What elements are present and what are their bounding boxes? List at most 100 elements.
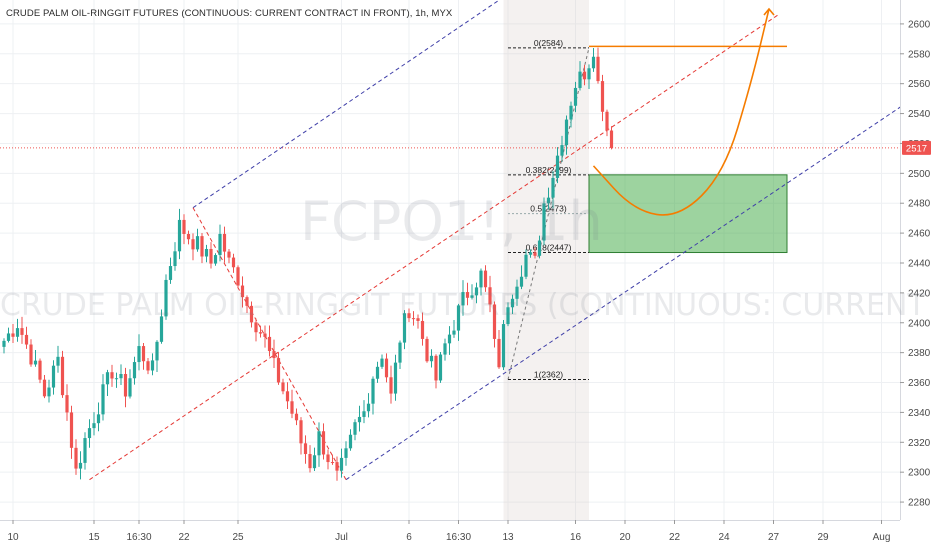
candle[interactable] bbox=[479, 268, 483, 296]
candle[interactable] bbox=[299, 417, 303, 455]
candle[interactable] bbox=[231, 253, 236, 273]
candle[interactable] bbox=[573, 81, 578, 113]
candle[interactable] bbox=[578, 61, 582, 91]
target-zone-box[interactable] bbox=[588, 174, 788, 254]
candle[interactable] bbox=[200, 232, 204, 264]
candle[interactable] bbox=[609, 126, 614, 150]
candle[interactable] bbox=[353, 419, 357, 441]
candle[interactable] bbox=[569, 101, 573, 128]
candle[interactable] bbox=[146, 357, 150, 375]
candle[interactable] bbox=[587, 64, 591, 89]
candle[interactable] bbox=[11, 324, 15, 343]
candle[interactable] bbox=[564, 115, 569, 155]
candle[interactable] bbox=[272, 339, 276, 368]
price-axis[interactable]: 2280 2300 2320 2340 2360 2380 2400 2420 2440 2460… bbox=[900, 19, 931, 509]
candle[interactable] bbox=[258, 325, 263, 338]
candle[interactable] bbox=[191, 233, 195, 261]
candle[interactable] bbox=[114, 372, 119, 388]
candle[interactable] bbox=[177, 208, 182, 260]
candle[interactable] bbox=[326, 449, 330, 470]
candle[interactable] bbox=[263, 325, 267, 348]
candle[interactable] bbox=[528, 249, 533, 258]
candle[interactable] bbox=[596, 47, 600, 84]
candle[interactable] bbox=[497, 330, 501, 369]
candle[interactable] bbox=[389, 365, 393, 404]
candle[interactable] bbox=[407, 308, 411, 323]
candle[interactable] bbox=[371, 376, 375, 415]
candle[interactable] bbox=[591, 48, 596, 72]
candle[interactable] bbox=[465, 282, 470, 306]
candle[interactable] bbox=[285, 382, 290, 409]
candle[interactable] bbox=[510, 294, 515, 314]
candle[interactable] bbox=[65, 384, 69, 421]
candle[interactable] bbox=[434, 354, 438, 389]
candle[interactable] bbox=[105, 369, 110, 396]
candle[interactable] bbox=[542, 197, 546, 246]
candle[interactable] bbox=[281, 378, 285, 395]
candle[interactable] bbox=[2, 338, 6, 354]
candle[interactable] bbox=[546, 187, 551, 210]
candle[interactable] bbox=[384, 353, 389, 383]
candle[interactable] bbox=[141, 342, 146, 370]
candle[interactable] bbox=[6, 327, 11, 343]
candle[interactable] bbox=[362, 400, 366, 424]
candle[interactable] bbox=[128, 369, 132, 399]
time-axis[interactable]: 10 15 16:30 22 25 Jul 6 16:30 13 16 20 22 24 27 29 Aug bbox=[7, 520, 890, 543]
candle[interactable] bbox=[83, 432, 87, 470]
candle[interactable] bbox=[240, 276, 245, 308]
candle[interactable] bbox=[74, 439, 78, 475]
candle[interactable] bbox=[110, 364, 114, 387]
candle[interactable] bbox=[380, 354, 384, 369]
candle[interactable] bbox=[182, 214, 186, 245]
candle[interactable] bbox=[227, 249, 231, 264]
candle[interactable] bbox=[168, 257, 173, 284]
candle[interactable] bbox=[276, 352, 281, 385]
candle[interactable] bbox=[186, 230, 191, 245]
candle[interactable] bbox=[24, 326, 29, 349]
candle[interactable] bbox=[506, 302, 510, 327]
candle[interactable] bbox=[411, 311, 416, 326]
candle[interactable] bbox=[393, 354, 398, 401]
candle[interactable] bbox=[317, 422, 321, 467]
candle[interactable] bbox=[155, 340, 159, 372]
candle[interactable] bbox=[582, 64, 587, 86]
candle[interactable] bbox=[209, 242, 213, 269]
candle[interactable] bbox=[537, 235, 542, 259]
candle[interactable] bbox=[132, 356, 137, 385]
candle[interactable] bbox=[605, 109, 609, 137]
candle[interactable] bbox=[254, 318, 258, 342]
candle[interactable] bbox=[51, 360, 56, 395]
candle[interactable] bbox=[443, 338, 447, 361]
candle[interactable] bbox=[267, 325, 272, 357]
candle[interactable] bbox=[348, 429, 353, 451]
candle[interactable] bbox=[398, 340, 402, 369]
channel-upper-line[interactable] bbox=[192, 0, 724, 209]
candle[interactable] bbox=[42, 374, 47, 399]
candle[interactable] bbox=[195, 228, 200, 252]
candle[interactable] bbox=[492, 301, 497, 348]
candle[interactable] bbox=[555, 147, 560, 184]
candle[interactable] bbox=[474, 282, 479, 304]
candle[interactable] bbox=[47, 379, 51, 403]
candle[interactable] bbox=[249, 301, 254, 328]
candle[interactable] bbox=[213, 253, 218, 266]
channel-lower-line[interactable] bbox=[345, 105, 904, 481]
candle[interactable] bbox=[56, 345, 60, 373]
candle[interactable] bbox=[294, 408, 299, 426]
candle[interactable] bbox=[96, 402, 101, 432]
candle[interactable] bbox=[501, 320, 506, 371]
candle[interactable] bbox=[245, 295, 249, 313]
candle[interactable] bbox=[60, 350, 65, 398]
candle[interactable] bbox=[425, 336, 429, 363]
candle[interactable] bbox=[29, 339, 33, 367]
candle[interactable] bbox=[551, 171, 555, 209]
candle[interactable] bbox=[159, 309, 164, 344]
candle[interactable] bbox=[312, 447, 317, 472]
candle[interactable] bbox=[447, 326, 452, 355]
candle[interactable] bbox=[303, 435, 308, 464]
candle[interactable] bbox=[222, 226, 227, 263]
projection-curve[interactable] bbox=[592, 8, 770, 216]
candle[interactable] bbox=[533, 247, 537, 259]
candle[interactable] bbox=[218, 224, 222, 262]
